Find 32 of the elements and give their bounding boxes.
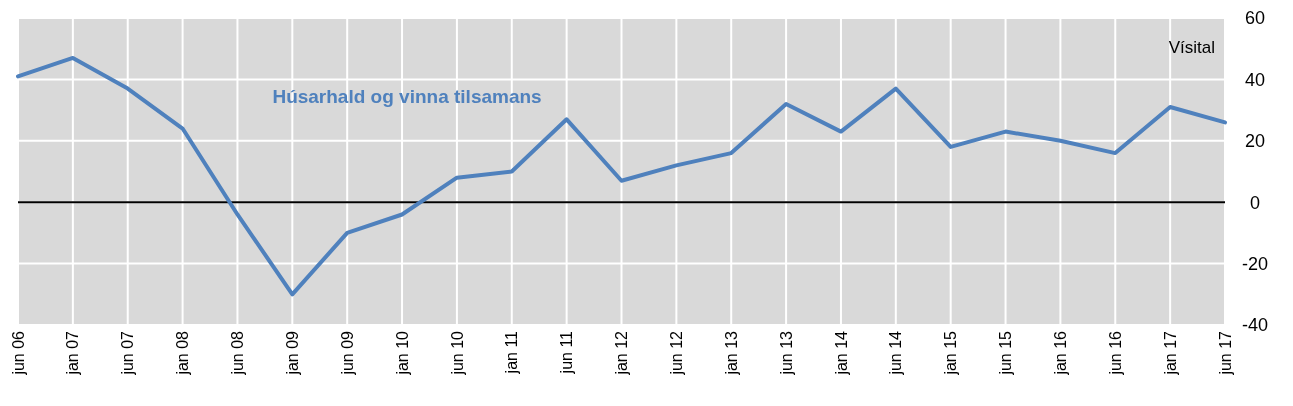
y-tick-label: 60 [1244, 8, 1266, 29]
line-series [16, 55, 1227, 297]
x-tick-label: jun 06 [9, 330, 27, 376]
x-tick-label: jun 11 [558, 330, 576, 375]
x-tick-label: jan 13 [722, 330, 740, 376]
x-tick-label: jan 07 [64, 330, 82, 376]
x-tick-label: jun 09 [338, 330, 356, 376]
y-tick-label: -40 [1241, 315, 1269, 336]
x-tick-label: jun 14 [887, 330, 905, 376]
y-tick-label: 40 [1244, 69, 1266, 90]
x-tick-label: jan 15 [942, 330, 960, 376]
y-tick-label: 20 [1244, 131, 1266, 152]
x-tick-label: jun 17 [1216, 330, 1234, 376]
x-tick-label: jun 08 [229, 330, 247, 376]
series-label: Húsarhald og vinna tilsamans [272, 86, 542, 107]
x-tick-label: jun 13 [777, 330, 795, 376]
x-tick-label: jan 11 [503, 330, 521, 375]
x-tick-label: jan 17 [1161, 330, 1179, 376]
x-tick-label: jun 12 [667, 330, 685, 376]
y-tick-label: -20 [1241, 253, 1269, 274]
x-tick-label: jun 07 [119, 330, 137, 376]
y-tick-label: 0 [1249, 192, 1261, 213]
x-tick-label: jan 10 [393, 330, 411, 376]
x-tick-label: jan 08 [174, 330, 192, 376]
x-tick-label: jan 16 [1052, 330, 1070, 376]
x-tick-label: jan 09 [283, 330, 301, 376]
x-tick-label: jan 14 [832, 330, 850, 376]
y-axis-title: Vísital [1168, 38, 1215, 57]
x-tick-label: jun 16 [1106, 330, 1124, 376]
x-tick-label: jun 15 [997, 330, 1015, 376]
x-tick-label: jan 12 [613, 330, 631, 376]
x-tick-label: jun 10 [448, 330, 466, 376]
